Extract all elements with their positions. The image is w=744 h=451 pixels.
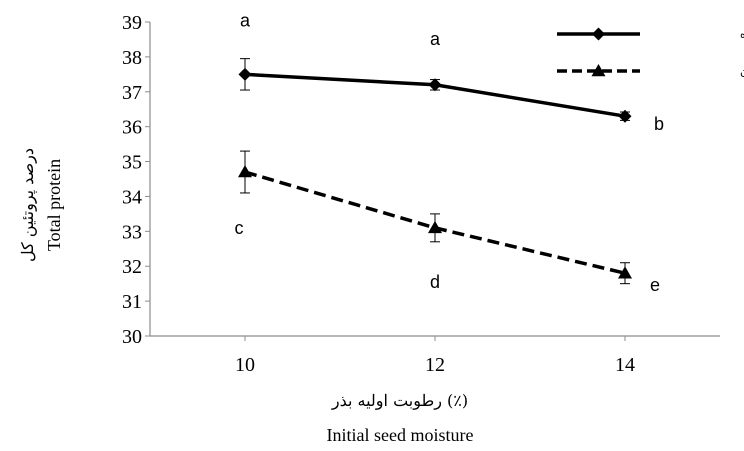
y-axis-title-en: Total protein	[44, 159, 64, 251]
y-tick-label: 39	[122, 12, 142, 34]
legend-marker	[592, 27, 605, 41]
legend-label: انبار مغان	[740, 65, 744, 78]
x-tick-label: 10	[235, 354, 255, 376]
significance-letter: c	[235, 218, 244, 238]
y-tick-label: 37	[122, 82, 142, 104]
significance-letter: b	[654, 114, 664, 134]
y-tick-label: 35	[122, 152, 142, 174]
data-point	[428, 220, 442, 234]
significance-letter: e	[650, 275, 660, 295]
data-point	[238, 165, 252, 178]
data-point	[618, 266, 632, 279]
significance-letter: d	[430, 272, 440, 292]
legend-marker	[591, 64, 606, 77]
series-1	[238, 58, 632, 123]
x-axis-title-fa: رطوبت اولیه بذر (٪)	[331, 391, 468, 410]
y-tick-label: 31	[122, 291, 142, 313]
y-tick-label: 30	[122, 326, 142, 348]
data-point	[428, 78, 442, 92]
y-tick-label: 34	[122, 186, 142, 208]
x-tick-label: 14	[615, 354, 635, 376]
tick-labels: 30 31 32 33 34 35 36 37 38 39 10 12 14	[122, 12, 635, 376]
significance-letter: a	[430, 29, 441, 49]
legend: شرایط کنترل شده انبار مغان	[557, 27, 744, 78]
data-point	[238, 67, 252, 81]
significance-letter: a	[240, 10, 251, 30]
x-axis-title-en: Initial seed moisture	[327, 425, 474, 445]
legend-label: شرایط کنترل شده	[740, 28, 744, 41]
y-tick-label: 32	[122, 256, 142, 278]
x-tick-label: 12	[425, 354, 445, 376]
series-layer	[238, 58, 632, 285]
axes	[145, 21, 720, 341]
y-axis-title-fa: درصد پروتئین کل	[18, 148, 37, 262]
significance-letters: a a b c d e	[235, 10, 665, 295]
data-point	[618, 109, 632, 123]
y-tick-label: 33	[122, 221, 142, 243]
series-2	[238, 150, 632, 285]
y-tick-label: 36	[122, 117, 142, 139]
y-tick-label: 38	[122, 47, 142, 69]
